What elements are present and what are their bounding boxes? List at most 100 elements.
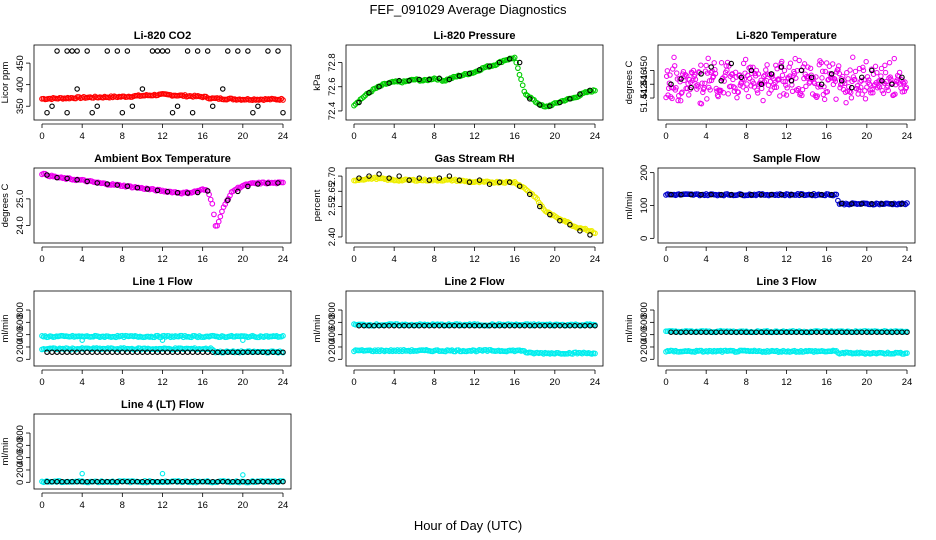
- data-point: [879, 78, 885, 84]
- data-point: [240, 478, 246, 485]
- data-point: [764, 62, 770, 68]
- data-point: [778, 329, 785, 335]
- data-point: [742, 56, 749, 63]
- data-point: [366, 90, 372, 96]
- data-point: [235, 478, 241, 485]
- series-10-min-average: [39, 90, 286, 103]
- data-point: [159, 337, 166, 343]
- data-point: [366, 322, 372, 329]
- data-point: [805, 64, 811, 70]
- data-point: [849, 201, 855, 207]
- data-point: [255, 349, 261, 355]
- data-point: [780, 78, 786, 85]
- data-point: [79, 337, 85, 343]
- data-point: [211, 211, 217, 218]
- y-tick-label: 800: [15, 302, 26, 318]
- x-tick-label: 8: [120, 377, 125, 388]
- data-point: [748, 70, 755, 76]
- data-point: [777, 93, 783, 99]
- data-point: [74, 177, 80, 183]
- data-point: [537, 322, 543, 329]
- data-point: [859, 329, 865, 335]
- data-point: [476, 322, 483, 329]
- x-tick-label: 12: [157, 131, 168, 142]
- x-tick-label: 8: [744, 254, 749, 265]
- data-point: [707, 87, 713, 93]
- x-tick-label: 8: [120, 131, 125, 142]
- data-point: [542, 322, 548, 329]
- data-point: [711, 60, 717, 66]
- x-tick-label: 12: [157, 254, 168, 265]
- data-point: [456, 177, 463, 183]
- y-tick-label: 600: [327, 314, 338, 330]
- data-point: [838, 78, 845, 84]
- data-point: [471, 322, 478, 329]
- data-point: [491, 322, 498, 329]
- data-point: [692, 76, 699, 83]
- x-tick-label: 4: [704, 254, 709, 265]
- series-hourly-average: [356, 322, 598, 329]
- data-point: [782, 78, 788, 85]
- data-point: [99, 478, 106, 485]
- data-point: [184, 349, 191, 355]
- x-tick-label: 12: [469, 131, 480, 142]
- data-point: [562, 322, 568, 329]
- data-point: [159, 48, 166, 54]
- series-hourly-average: [668, 329, 910, 335]
- data-point: [255, 478, 261, 485]
- x-tick-label: 0: [39, 500, 44, 511]
- data-point: [872, 63, 879, 70]
- data-point: [725, 91, 731, 97]
- data-point: [476, 67, 483, 73]
- data-point: [169, 349, 176, 355]
- data-point: [832, 78, 839, 84]
- data-point: [506, 56, 513, 62]
- data-point: [149, 48, 156, 54]
- y-tick-label: 2.40: [327, 228, 338, 247]
- data-point: [486, 322, 493, 329]
- data-point: [84, 178, 90, 185]
- data-point: [547, 322, 553, 329]
- data-point: [682, 72, 689, 78]
- data-point: [501, 322, 508, 329]
- data-point: [516, 183, 523, 189]
- data-point: [209, 349, 216, 355]
- data-point: [189, 349, 196, 355]
- data-point: [698, 62, 704, 68]
- y-tick-label: 72.4: [327, 102, 338, 121]
- data-point: [511, 322, 518, 329]
- data-point: [214, 349, 221, 355]
- data-point: [109, 349, 116, 355]
- data-point: [270, 349, 276, 355]
- data-point: [773, 84, 780, 90]
- plot-frame: [345, 167, 604, 244]
- data-point: [506, 179, 513, 185]
- data-point: [582, 322, 588, 329]
- data-point: [869, 329, 875, 335]
- x-tick-label: 0: [39, 377, 44, 388]
- data-point: [728, 60, 735, 67]
- data-point: [184, 190, 191, 196]
- data-point: [275, 180, 281, 186]
- y-tick-label: 600: [15, 437, 26, 453]
- data-point: [154, 187, 161, 194]
- data-point: [184, 478, 191, 485]
- data-point: [245, 349, 251, 355]
- data-point: [752, 70, 758, 77]
- data-point: [209, 478, 216, 485]
- data-point: [793, 329, 800, 335]
- data-point: [671, 54, 677, 61]
- data-point: [704, 70, 711, 76]
- data-point: [678, 76, 684, 82]
- data-point: [496, 179, 503, 185]
- data-point: [396, 77, 402, 84]
- panel-0: Li-820 CO2 0 4 8 12 16 20 24 350 400 450 Licor ppm: [0, 30, 292, 142]
- data-point: [280, 109, 286, 116]
- x-tick-label: 20: [238, 254, 249, 265]
- data-point: [874, 69, 880, 76]
- data-point: [74, 86, 80, 92]
- data-point: [902, 79, 908, 85]
- series-10-min-average: [39, 170, 286, 229]
- data-point: [801, 61, 808, 67]
